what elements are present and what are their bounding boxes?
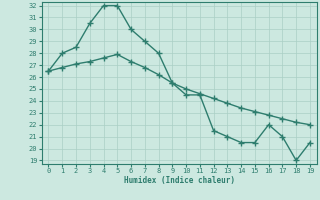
X-axis label: Humidex (Indice chaleur): Humidex (Indice chaleur) [124,176,235,185]
